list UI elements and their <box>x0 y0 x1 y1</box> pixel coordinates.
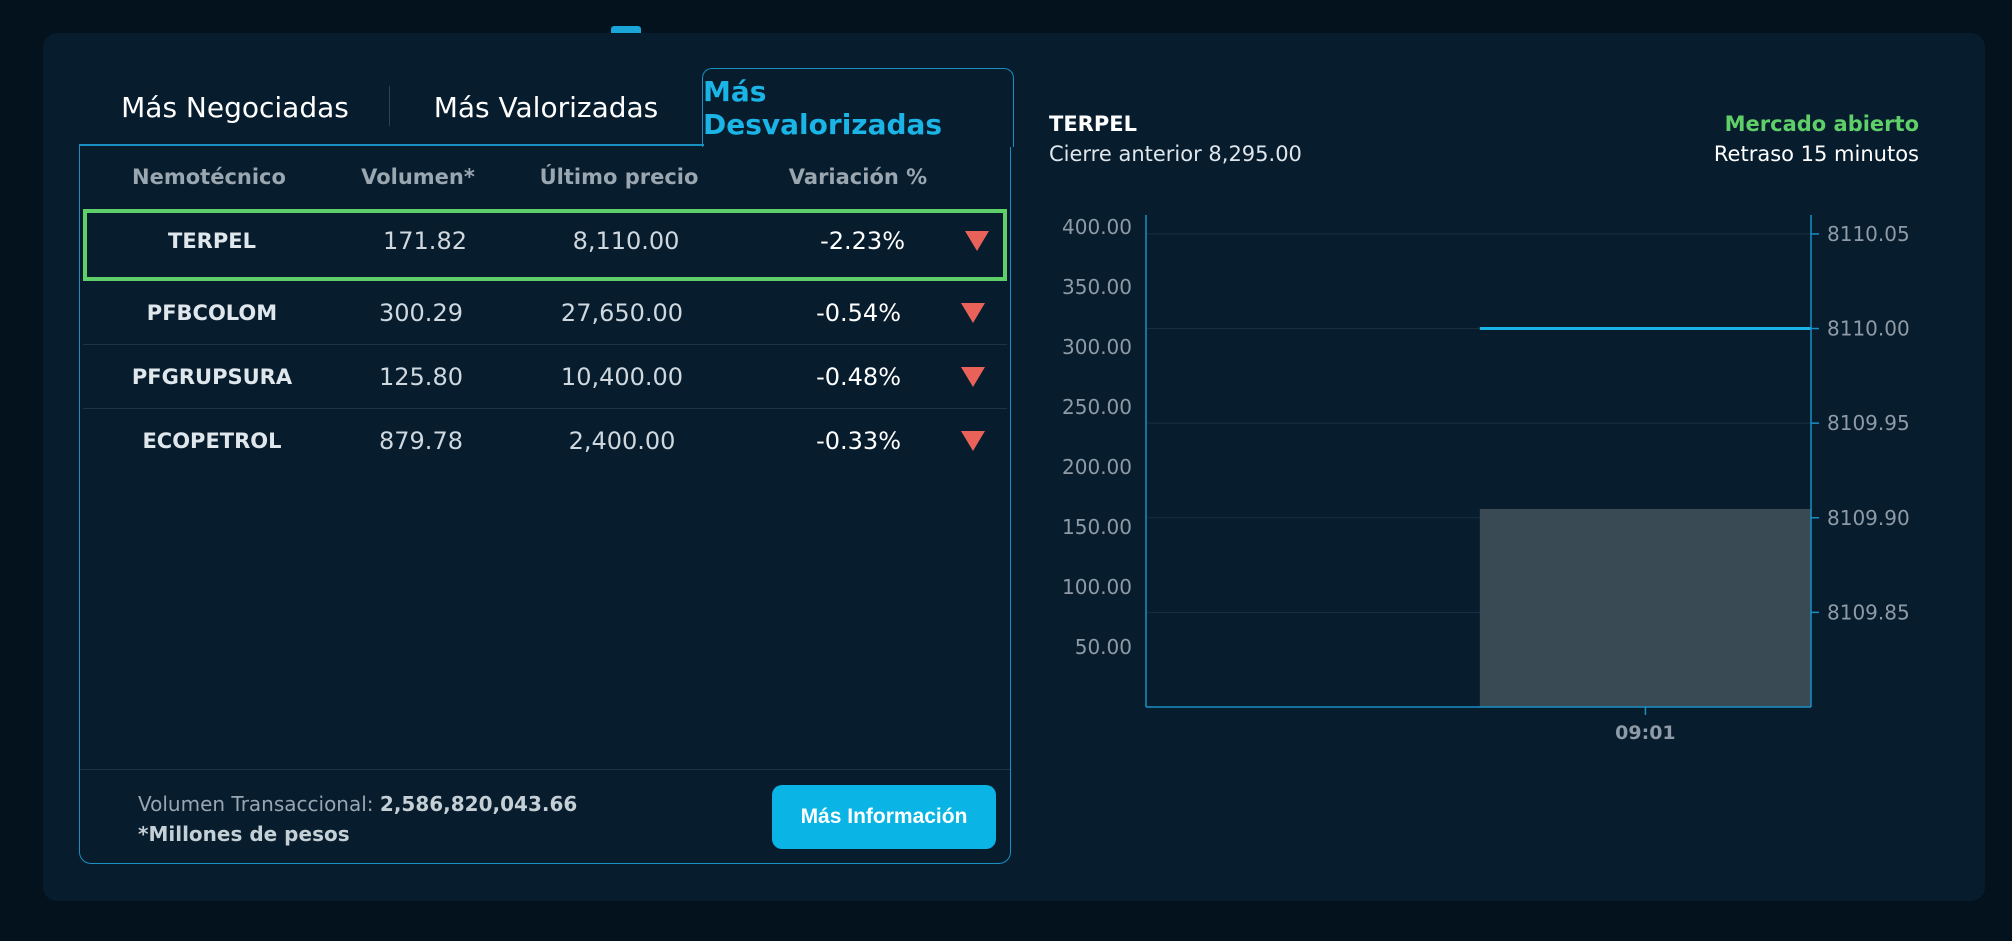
left-tick-label: 400.00 <box>1062 215 1132 239</box>
tab-mas-negociadas[interactable]: Más Negociadas <box>121 90 349 124</box>
right-tick-label: 8110.00 <box>1827 317 1910 341</box>
row-variation: -0.54% <box>816 298 901 327</box>
tab-mas-desvalorizadas[interactable]: Más Desvalorizadas <box>702 68 1014 147</box>
x-tick-label: 09:01 <box>1615 722 1675 744</box>
detail-symbol: TERPEL <box>1049 112 1137 136</box>
row-volume: 300.29 <box>379 298 463 327</box>
row-symbol: ECOPETROL <box>142 429 282 453</box>
row-variation: -2.23% <box>820 227 905 255</box>
left-tick-label: 100.00 <box>1062 575 1132 599</box>
stocks-table-panel: Nemotécnico Volumen* Último precio Varia… <box>79 144 1011 864</box>
footer-note: *Millones de pesos <box>138 822 350 846</box>
triangle-down-icon <box>953 345 993 408</box>
table-header: Nemotécnico Volumen* Último precio Varia… <box>80 145 1010 209</box>
row-price: 27,650.00 <box>560 298 684 327</box>
right-tick-label: 8109.90 <box>1827 506 1910 530</box>
header-ultimo-precio: Último precio <box>539 165 699 189</box>
row-volume: 171.82 <box>383 227 467 255</box>
table-row[interactable]: TERPEL 171.82 8,110.00 -2.23% <box>83 209 1007 281</box>
footer-info: Volumen Transaccional: 2,586,820,043.66 … <box>138 789 577 849</box>
left-tick-label: 300.00 <box>1062 335 1132 359</box>
left-tick-label: 250.00 <box>1062 395 1132 419</box>
more-info-button[interactable]: Más Información <box>772 785 996 849</box>
right-tick-label: 8109.85 <box>1827 600 1910 624</box>
row-volume: 125.80 <box>379 362 463 391</box>
header-volumen: Volumen* <box>361 165 475 189</box>
tab-mas-valorizadas[interactable]: Más Valorizadas <box>433 90 659 124</box>
panel-border-top <box>79 144 704 146</box>
row-symbol: TERPEL <box>168 229 256 253</box>
row-price: 10,400.00 <box>560 362 684 391</box>
triangle-down-icon <box>957 209 997 273</box>
left-tick-label: 150.00 <box>1062 515 1132 539</box>
row-symbol: PFGRUPSURA <box>131 364 293 389</box>
table-row[interactable]: PFBCOLOM 300.29 27,650.00 -0.54% <box>83 281 1007 345</box>
top-indicator <box>611 26 641 36</box>
volume-label: Volumen Transaccional: <box>138 792 374 816</box>
delay-notice: Retraso 15 minutos <box>1713 142 1919 166</box>
left-tick-label: 350.00 <box>1062 275 1132 299</box>
header-nemotecnico: Nemotécnico <box>132 165 286 189</box>
market-status: Mercado abierto <box>1724 112 1919 136</box>
previous-close: Cierre anterior 8,295.00 <box>1049 142 1302 166</box>
triangle-down-icon <box>953 281 993 344</box>
right-tick-label: 8109.95 <box>1827 411 1910 435</box>
left-tick-label: 200.00 <box>1062 455 1132 479</box>
tab-divider <box>389 86 390 126</box>
row-price: 8,110.00 <box>572 227 680 255</box>
table-row[interactable]: ECOPETROL 879.78 2,400.00 -0.33% <box>83 409 1007 473</box>
volume-bar <box>1479 509 1811 707</box>
row-variation: -0.33% <box>816 427 901 455</box>
volume-value: 2,586,820,043.66 <box>379 792 578 816</box>
header-variacion: Variación % <box>788 165 928 189</box>
price-volume-chart: 50.00 100.00 150.00 200.00 250.00 300.00 350.0… <box>1062 215 1910 744</box>
triangle-down-icon <box>953 409 993 473</box>
row-symbol: PFBCOLOM <box>146 300 278 325</box>
row-price: 2,400.00 <box>568 427 676 455</box>
right-tick-label: 8110.05 <box>1827 222 1910 246</box>
table-row[interactable]: PFGRUPSURA 125.80 10,400.00 -0.48% <box>83 345 1007 409</box>
row-variation: -0.48% <box>816 362 901 391</box>
row-volume: 879.78 <box>379 427 463 455</box>
footer-divider <box>80 769 1010 770</box>
left-tick-label: 50.00 <box>1075 635 1132 659</box>
